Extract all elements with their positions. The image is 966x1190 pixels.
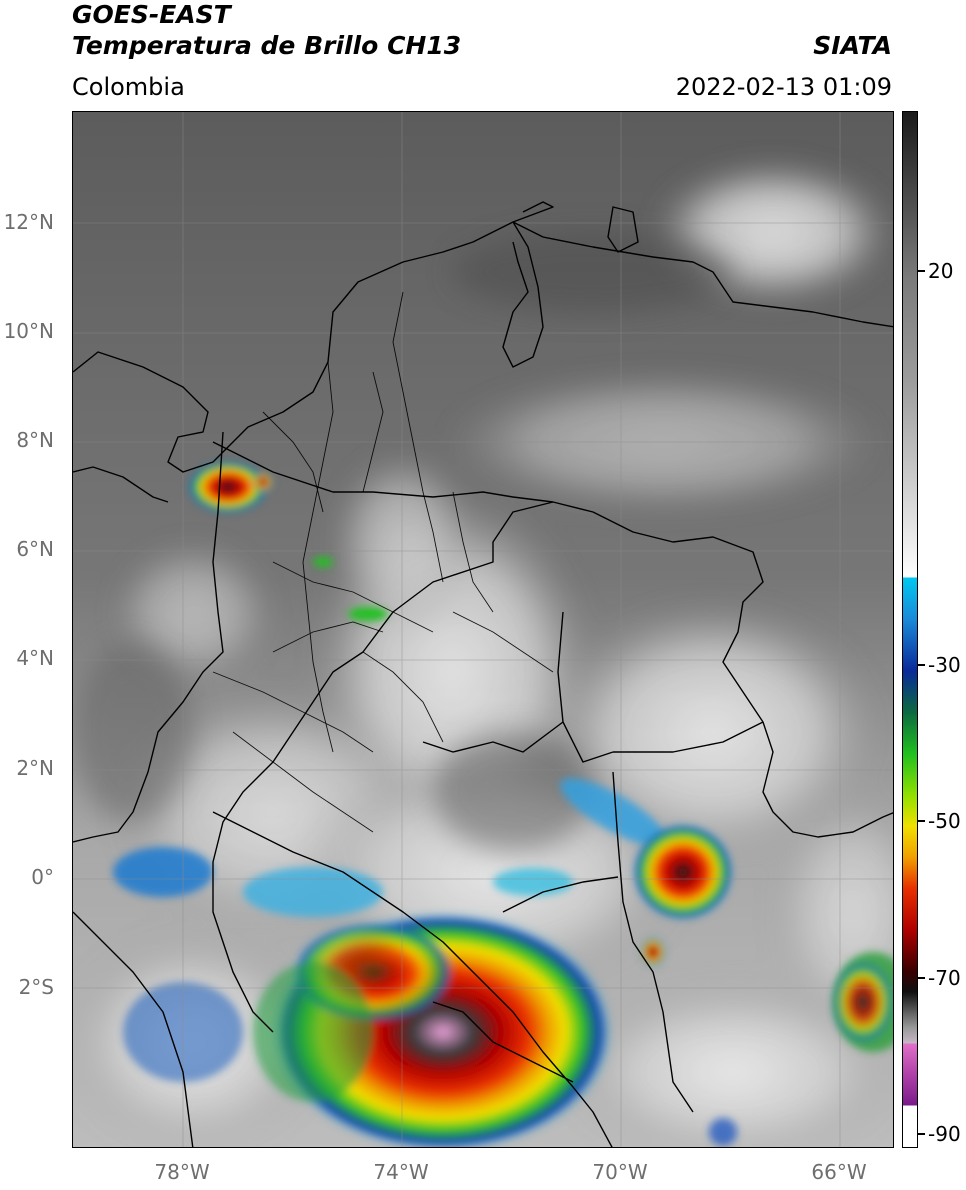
satellite-imagery bbox=[73, 112, 893, 1147]
organization-label: SIATA bbox=[813, 31, 892, 60]
lat-label-10n: 10°N bbox=[3, 319, 54, 343]
product-title: Temperatura de Brillo CH13 bbox=[72, 31, 462, 60]
lat-label-0: 0° bbox=[31, 865, 54, 889]
colorbar-label-minus50: -50 bbox=[928, 809, 961, 833]
satellite-map[interactable] bbox=[72, 111, 894, 1148]
lon-label-66w: 66°W bbox=[811, 1160, 867, 1184]
colorbar-tick-minus30 bbox=[918, 664, 925, 666]
colorbar-label-minus30: -30 bbox=[928, 653, 961, 677]
lon-label-74w: 74°W bbox=[373, 1160, 429, 1184]
colorbar-tick-minus70 bbox=[918, 977, 925, 979]
lat-label-8n: 8°N bbox=[16, 428, 54, 452]
lat-label-2s: 2°S bbox=[18, 975, 54, 999]
satellite-title: GOES-EAST bbox=[72, 0, 231, 29]
colorbar-tick-20 bbox=[918, 270, 925, 272]
colorbar-tick-minus50 bbox=[918, 820, 925, 822]
colorbar bbox=[902, 111, 918, 1148]
lat-label-2n: 2°N bbox=[16, 756, 54, 780]
timestamp-label: 2022-02-13 01:09 bbox=[675, 73, 892, 101]
lat-label-6n: 6°N bbox=[16, 537, 54, 561]
colorbar-label-minus70: -70 bbox=[928, 966, 961, 990]
region-label: Colombia bbox=[72, 73, 185, 101]
colorbar-tick-minus90 bbox=[918, 1133, 925, 1135]
lon-label-70w: 70°W bbox=[592, 1160, 648, 1184]
lat-label-12n: 12°N bbox=[3, 210, 54, 234]
lon-label-78w: 78°W bbox=[154, 1160, 210, 1184]
colorbar-label-minus90: -90 bbox=[928, 1122, 961, 1146]
colorbar-label-20: 20 bbox=[928, 259, 954, 283]
lat-label-4n: 4°N bbox=[16, 646, 54, 670]
